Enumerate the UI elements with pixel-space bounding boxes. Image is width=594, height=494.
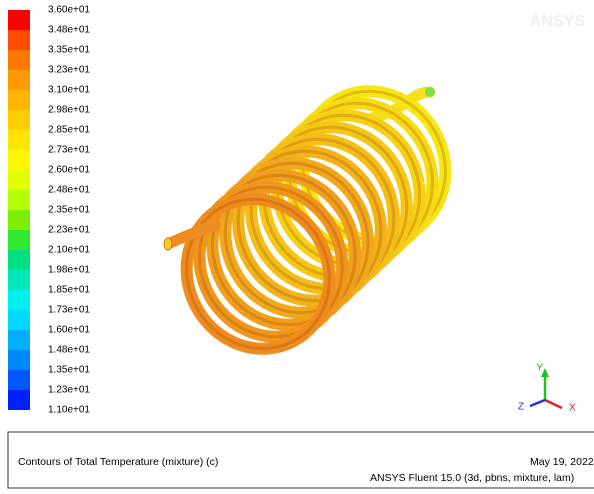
legend-label: 2.85e+01 (48, 125, 90, 136)
legend-swatch (8, 50, 30, 70)
z-label: Z (518, 402, 524, 413)
legend-swatch (8, 290, 30, 310)
legend-label: 1.35e+01 (48, 365, 90, 376)
legend-label: 3.10e+01 (48, 85, 90, 96)
y-label: Y (536, 363, 543, 374)
legend-swatch (8, 230, 30, 250)
legend-label: 2.35e+01 (48, 205, 90, 216)
legend-swatch (8, 190, 30, 210)
outlet-cap (425, 87, 435, 97)
legend-label: 2.23e+01 (48, 225, 90, 236)
legend-label: 2.60e+01 (48, 165, 90, 176)
x-label: X (569, 403, 576, 414)
legend-label: 2.73e+01 (48, 145, 90, 156)
z-axis-arrow (529, 398, 546, 408)
legend-swatch (8, 130, 30, 150)
legend-label: 3.60e+01 (48, 5, 90, 16)
legend-swatch (8, 150, 30, 170)
legend-swatch (8, 110, 30, 130)
legend-swatch (8, 10, 30, 30)
legend-label: 1.73e+01 (48, 305, 90, 316)
info-version: ANSYS Fluent 15.0 (3d, pbns, mixture, la… (370, 472, 574, 484)
legend-swatch (8, 250, 30, 270)
legend-label: 2.98e+01 (48, 105, 90, 116)
legend-label: 3.48e+01 (48, 25, 90, 36)
legend-label: 1.10e+01 (48, 405, 90, 416)
legend-swatch (8, 90, 30, 110)
legend-label: 3.23e+01 (48, 65, 90, 76)
legend-swatch (8, 370, 30, 390)
legend-label: 1.60e+01 (48, 325, 90, 336)
legend-label: 1.98e+01 (48, 265, 90, 276)
watermark: ANSYS (530, 13, 585, 30)
legend-label: 1.85e+01 (48, 285, 90, 296)
legend-label: 2.48e+01 (48, 185, 90, 196)
x-axis-arrow (544, 398, 563, 410)
inlet-tube (164, 219, 221, 249)
coil-shade (185, 197, 331, 351)
coil-turn (180, 193, 336, 355)
legend-label: 3.35e+01 (48, 45, 90, 56)
legend-label: 1.48e+01 (48, 345, 90, 356)
legend-label: 1.23e+01 (48, 385, 90, 396)
legend-label: 2.10e+01 (48, 245, 90, 256)
legend-swatch (8, 170, 30, 190)
legend-swatch (8, 210, 30, 230)
legend-swatch (8, 270, 30, 290)
info-box (7, 431, 594, 489)
legend-swatch (8, 330, 30, 350)
axis-triad: Y X Z (518, 363, 576, 414)
legend-swatch (8, 350, 30, 370)
legend-swatch (8, 390, 30, 410)
info-date: May 19, 2022 (530, 456, 594, 468)
color-legend: 3.60e+01 3.48e+01 3.35e+01 3.23e+01 3.10e+01… (8, 5, 90, 416)
inlet-cap (163, 237, 173, 251)
legend-swatch (8, 70, 30, 90)
legend-swatch (8, 310, 30, 330)
coil (163, 85, 452, 355)
info-title: Contours of Total Temperature (mixture) … (18, 456, 218, 468)
y-arrowhead (541, 368, 549, 377)
legend-swatch (8, 30, 30, 50)
